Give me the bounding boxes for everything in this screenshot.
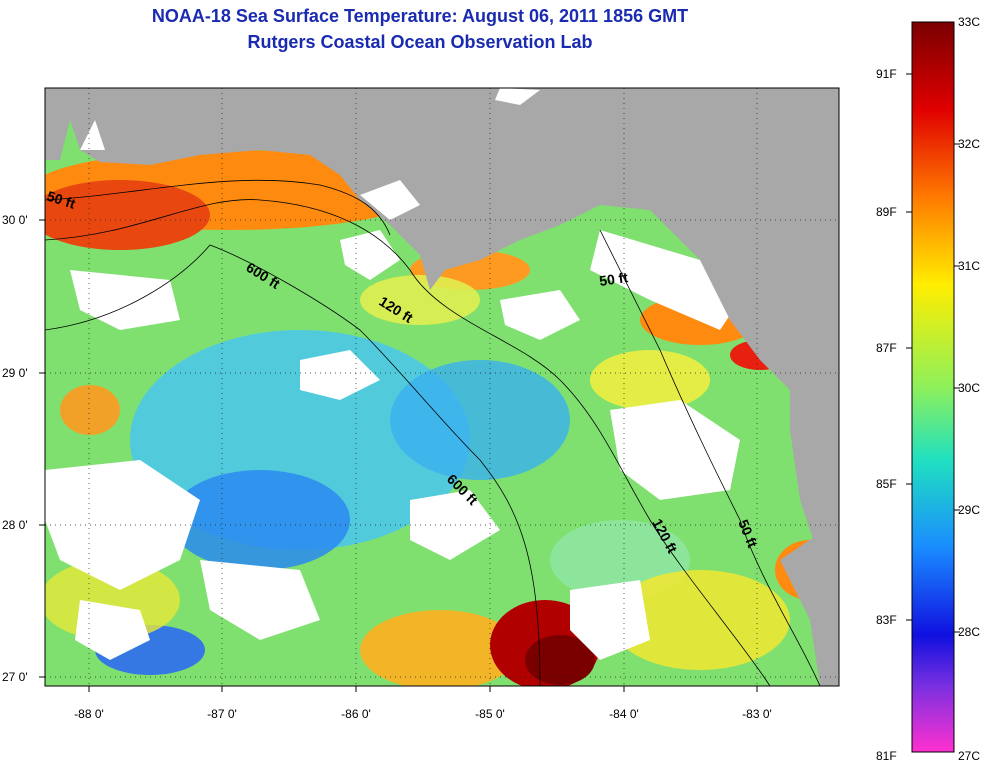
colorbar-celsius-label: 33C (958, 15, 980, 29)
lat-label: 29 0' (2, 366, 28, 380)
lon-label: -85 0' (475, 707, 505, 721)
colorbar-fahrenheit-label: 87F (876, 341, 897, 355)
colorbar-celsius-label: 28C (958, 625, 980, 639)
colorbar-fahrenheit-label: 89F (876, 205, 897, 219)
lat-label: 27 0' (2, 670, 28, 684)
colorbar-celsius-label: 29C (958, 503, 980, 517)
axis-ticks (39, 219, 758, 692)
lon-label: -84 0' (609, 707, 639, 721)
map-title: NOAA-18 Sea Surface Temperature: August … (151, 6, 689, 26)
colorbar-celsius-label: 30C (958, 381, 980, 395)
lon-label: -88 0' (74, 707, 104, 721)
contour-label-50ft-east: 50 ft (598, 269, 629, 289)
lon-label: -83 0' (742, 707, 772, 721)
colorbar (911, 21, 955, 753)
colorbar-fahrenheit-label: 85F (876, 477, 897, 491)
colorbar-fahrenheit-label: 91F (876, 67, 897, 81)
colorbar-fahrenheit-label: 81F (876, 749, 897, 763)
sst-image (45, 88, 839, 686)
map-frame (44, 87, 840, 687)
map-subtitle: Rutgers Coastal Ocean Observation Lab (247, 32, 593, 52)
colorbar-fahrenheit-label: 83F (876, 613, 897, 627)
colorbar-celsius-label: 31C (958, 259, 980, 273)
lon-label: -87 0' (207, 707, 237, 721)
lat-label: 28 0' (2, 518, 28, 532)
colorbar-celsius-label: 32C (958, 137, 980, 151)
lat-label: 30 0' (2, 213, 28, 227)
lon-label: -86 0' (341, 707, 371, 721)
colorbar-ticks (906, 73, 960, 633)
colorbar-celsius-label: 27C (958, 749, 980, 763)
